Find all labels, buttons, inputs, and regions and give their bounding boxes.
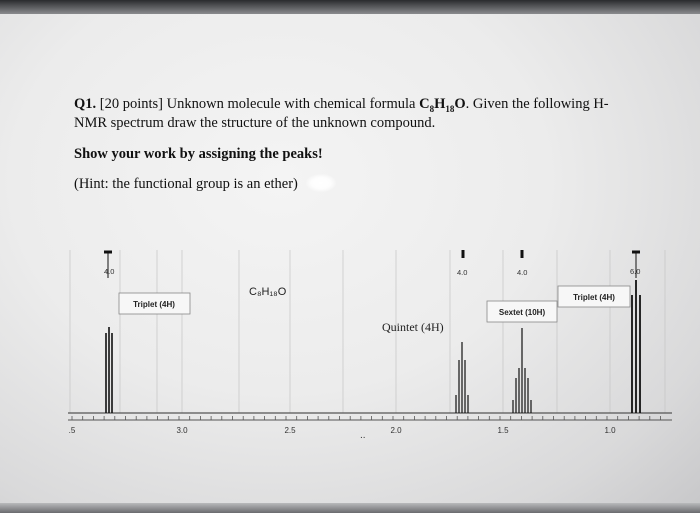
- formula-carbon-count: 8: [429, 103, 435, 114]
- formula-oxygen: O: [454, 96, 466, 112]
- tick-label-3.5: .5: [69, 426, 76, 435]
- integration-label-2: 4.0: [457, 268, 467, 277]
- monitor-bottom-bezel: [0, 503, 700, 513]
- question-points: [20 points]: [99, 96, 164, 112]
- formula-hydrogen: H: [434, 96, 446, 112]
- peak-sextet-1.36: [512, 328, 532, 413]
- annotation-quintet: Quintet (4H): [382, 320, 444, 334]
- formula-label: C₈H₁₈O: [249, 286, 287, 298]
- integration-label-3: 4.0: [517, 268, 527, 277]
- axis-dots: ..: [360, 430, 366, 441]
- annotation-box-sextet: [486, 300, 558, 323]
- formula-hydrogen-count: 18: [445, 103, 455, 114]
- peak-triplet-0.92: [631, 280, 641, 413]
- tick-label-1.5: 1.5: [497, 426, 509, 435]
- question-text-start: Unknown molecule with chemical formula: [166, 96, 420, 112]
- monitor-top-bezel: [0, 0, 700, 14]
- x-axis-minor-ticks: [71, 416, 661, 420]
- tick-label-3.0: 3.0: [176, 426, 188, 435]
- chemical-formula: C8H18O: [419, 96, 466, 114]
- question-number: Q1.: [74, 96, 97, 112]
- screen-glare: [306, 174, 336, 192]
- question-text-end: . Given the following H-: [465, 96, 609, 112]
- integration-label-1: 4.0: [104, 267, 114, 276]
- question-line-2: NMR spectrum draw the structure of the u…: [74, 115, 436, 131]
- nmr-spectrum: .5 3.0 2.5 2.0 1.5 1.0 .. 4.0: [68, 250, 672, 441]
- tick-label-1.0: 1.0: [604, 426, 616, 435]
- spectrum-grid: [69, 250, 666, 413]
- annotation-triplet-right: Triplet (4H): [573, 293, 615, 302]
- annotation-sextet: Sextet (10H): [499, 308, 546, 317]
- hint-text: (Hint: the functional group is an ether): [74, 176, 298, 192]
- integration-label-4: 6.0: [630, 267, 640, 276]
- tick-label-2.5: 2.5: [284, 426, 296, 435]
- peak-triplet-3.4: [105, 327, 113, 413]
- instruction-text: Show your work by assigning the peaks!: [74, 146, 323, 162]
- annotation-box-triplet-right: [557, 285, 631, 308]
- annotation-triplet-left: Triplet (4H): [133, 300, 175, 309]
- tick-label-2.0: 2.0: [390, 426, 402, 435]
- peak-quintet-1.53: [455, 342, 469, 413]
- integration-marker-1: [104, 250, 112, 278]
- question-line-1: Q1. [20 points] Unknown molecule with ch…: [74, 96, 609, 114]
- integration-marker-4: [632, 250, 640, 278]
- annotation-box-triplet-left: [118, 292, 191, 315]
- formula-carbon: C: [419, 96, 430, 112]
